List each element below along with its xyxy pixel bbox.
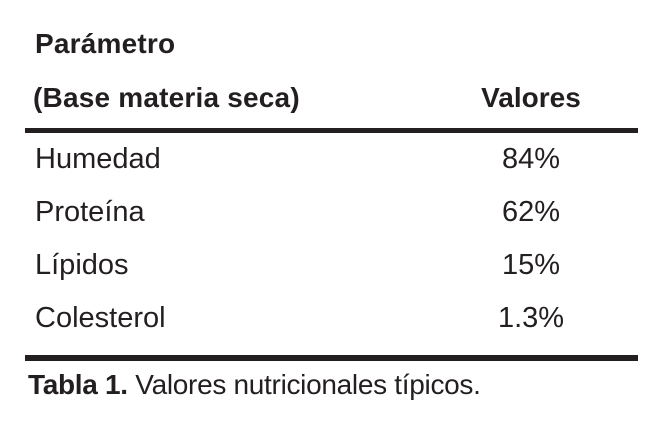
table-row: Lípidos 15% bbox=[25, 239, 638, 292]
row-value: 84% bbox=[501, 143, 561, 175]
table-caption-label: Tabla 1. bbox=[28, 369, 128, 400]
table-row: Humedad 84% bbox=[25, 133, 638, 186]
row-value: 15% bbox=[501, 249, 561, 281]
header-parameter-line2: (Base materia seca) bbox=[33, 82, 300, 113]
table-row: Colesterol 1.3% bbox=[25, 292, 638, 345]
table-header: Parámetro (Base materia seca) Valores bbox=[25, 0, 638, 112]
row-value: 1.3% bbox=[497, 302, 565, 334]
header-second-line: (Base materia seca) Valores bbox=[25, 84, 638, 112]
row-label: Proteína bbox=[35, 196, 145, 228]
table-caption-text: Valores nutricionales típicos. bbox=[127, 369, 481, 400]
table-rule-bottom bbox=[25, 355, 638, 361]
header-values-label: Valores bbox=[481, 82, 581, 113]
row-label: Lípidos bbox=[35, 249, 129, 281]
row-label: Colesterol bbox=[35, 302, 166, 334]
nutrition-table: Parámetro (Base materia seca) Valores Hu… bbox=[25, 0, 638, 400]
row-label: Humedad bbox=[35, 143, 161, 175]
row-value: 62% bbox=[501, 196, 561, 228]
header-parameter-line1: Parámetro bbox=[35, 28, 176, 59]
table-caption: Tabla 1. Valores nutricionales típicos. bbox=[28, 370, 638, 400]
table-row: Proteína 62% bbox=[25, 186, 638, 239]
table-rule-top bbox=[25, 128, 638, 133]
